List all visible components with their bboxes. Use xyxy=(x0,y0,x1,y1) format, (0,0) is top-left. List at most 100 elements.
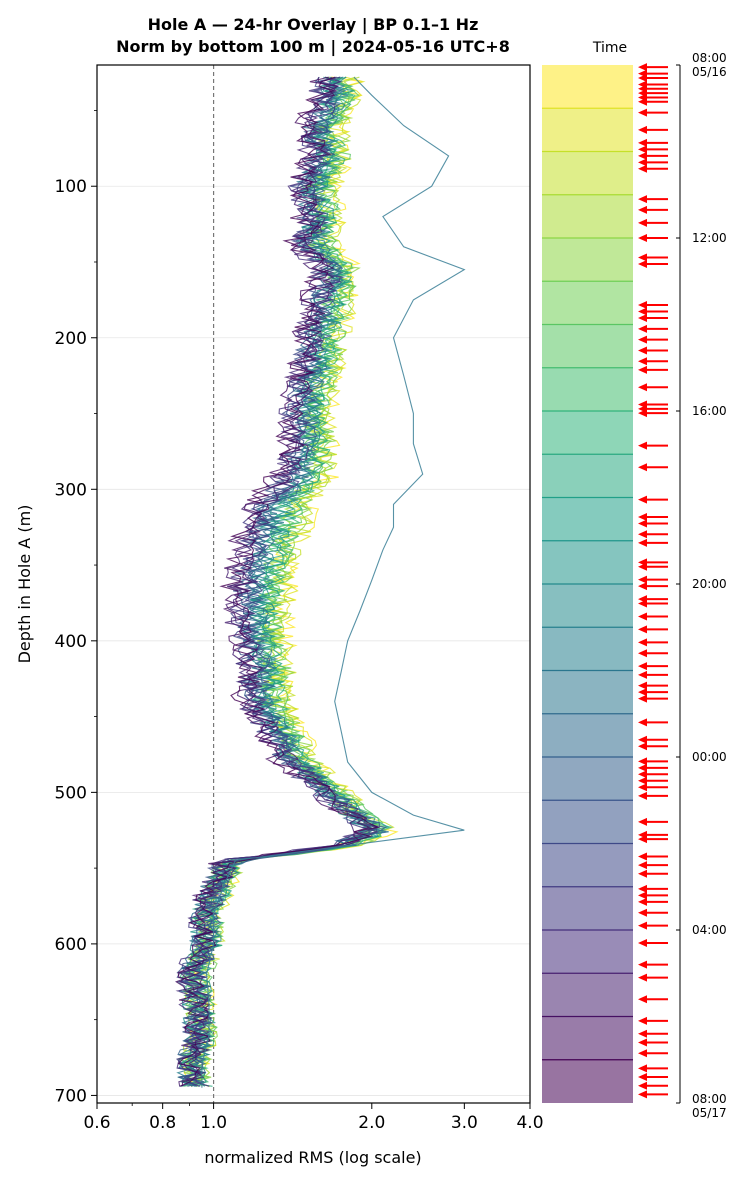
event-arrow-head-78 xyxy=(638,995,647,1004)
event-arrow-head-14 xyxy=(638,164,647,173)
event-arrow-head-54 xyxy=(638,694,647,703)
event-arrow-head-85 xyxy=(638,1081,647,1090)
colorbar-band-21 xyxy=(542,930,633,974)
event-arrow-head-73 xyxy=(638,908,647,917)
event-arrow-head-86 xyxy=(638,1090,647,1099)
colorbar-band-4 xyxy=(542,194,633,238)
x-tick-label-1: 0.8 xyxy=(149,1113,176,1133)
series-lines xyxy=(174,76,466,1088)
event-arrow-head-36 xyxy=(638,512,647,521)
x-tick-label-5: 4.0 xyxy=(516,1113,543,1133)
colorbar-band-11 xyxy=(542,497,633,541)
x-tick-label-4: 3.0 xyxy=(451,1113,478,1133)
colorbar-band-16 xyxy=(542,713,633,757)
event-arrow-head-11 xyxy=(638,145,647,154)
x-axis-label: normalized RMS (log scale) xyxy=(204,1148,421,1167)
event-arrow-head-25 xyxy=(638,335,647,344)
y-tick-label-3: 400 xyxy=(55,632,87,652)
event-arrow-head-37 xyxy=(638,519,647,528)
event-arrow-head-61 xyxy=(638,776,647,785)
series-line-11 xyxy=(176,76,390,1087)
colorbar-tick-label-line: 12:00 xyxy=(692,231,727,245)
event-arrow-head-13 xyxy=(638,158,647,167)
colorbar-tick-label-line: 08:00 xyxy=(692,1092,727,1106)
event-arrow-head-81 xyxy=(638,1038,647,1047)
event-arrow-head-70 xyxy=(638,884,647,893)
event-arrow-head-52 xyxy=(638,681,647,690)
colorbar-band-15 xyxy=(542,670,633,714)
event-arrow-head-59 xyxy=(638,763,647,772)
event-arrow-head-80 xyxy=(638,1029,647,1038)
y-axis-ticks: 100 200 300 400 500 600 700 xyxy=(55,110,97,1106)
series-line-22 xyxy=(178,77,364,1087)
event-arrow-head-69 xyxy=(638,869,647,878)
event-arrow-head-46 xyxy=(638,612,647,621)
event-arrow-head-76 xyxy=(638,960,647,969)
event-arrow-head-58 xyxy=(638,757,647,766)
event-arrow-head-55 xyxy=(638,718,647,727)
colorbar-band-13 xyxy=(542,584,633,628)
event-arrow-head-63 xyxy=(638,791,647,800)
colorbar-band-14 xyxy=(542,627,633,671)
colorbar-tick-label-line: 05/17 xyxy=(692,1106,727,1120)
event-arrow-head-47 xyxy=(638,625,647,634)
colorbar-tick-label-5: 04:00 xyxy=(692,923,727,937)
event-arrow-head-75 xyxy=(638,938,647,947)
colorbar-tick-label-line: 08:00 xyxy=(692,51,727,65)
event-arrow-head-60 xyxy=(638,770,647,779)
event-arrow-head-68 xyxy=(638,861,647,870)
x-tick-label-2: 1.0 xyxy=(200,1113,227,1133)
event-arrow-head-64 xyxy=(638,817,647,826)
event-arrow-head-16 xyxy=(638,205,647,214)
colorbar-band-24 xyxy=(542,1059,633,1103)
event-arrow-head-57 xyxy=(638,742,647,751)
event-arrow-head-9 xyxy=(638,125,647,134)
event-arrow-head-35 xyxy=(638,495,647,504)
colorbar-tick-label-3: 20:00 xyxy=(692,577,727,591)
colorbar-tick-label-6: 08:00 05/17 xyxy=(692,1092,727,1120)
event-arrow-head-10 xyxy=(638,138,647,147)
event-arrow-head-42 xyxy=(638,575,647,584)
colorbar-band-9 xyxy=(542,411,633,455)
event-arrow-head-28 xyxy=(638,365,647,374)
series-line-24 xyxy=(177,76,380,1087)
plot-frame xyxy=(96,64,531,1104)
event-arrow-head-45 xyxy=(638,599,647,608)
y-tick-label-1: 200 xyxy=(55,329,87,349)
chart-title-line-2: Norm by bottom 100 m | 2024-05-16 UTC+8 xyxy=(116,37,510,57)
colorbar-band-1 xyxy=(542,65,633,109)
series-line-14 xyxy=(176,76,379,1087)
colorbar-tick-label-line: 04:00 xyxy=(692,923,727,937)
event-arrow-head-15 xyxy=(638,195,647,204)
event-arrows xyxy=(638,63,668,1099)
event-arrow-head-84 xyxy=(638,1073,647,1082)
y-tick-label-4: 500 xyxy=(55,783,87,803)
event-arrow-head-17 xyxy=(638,218,647,227)
colorbar-band-12 xyxy=(542,540,633,584)
event-arrow-head-12 xyxy=(638,151,647,160)
colorbar-ticks: 08:00 05/1612:0016:0020:0000:0004:0008:00… xyxy=(676,51,727,1120)
event-arrow-head-56 xyxy=(638,735,647,744)
colorbar-tick-label-line: 05/16 xyxy=(692,65,727,79)
event-arrow-head-39 xyxy=(638,538,647,547)
event-arrow-head-29 xyxy=(638,383,647,392)
event-arrow-head-24 xyxy=(638,324,647,333)
colorbar-band-5 xyxy=(542,238,633,282)
event-arrow-head-79 xyxy=(638,1016,647,1025)
event-arrow-head-62 xyxy=(638,783,647,792)
y-tick-label-6: 700 xyxy=(55,1086,87,1106)
colorbar-title: Time xyxy=(592,40,627,56)
event-arrow-head-8 xyxy=(638,108,647,117)
event-arrow-head-2 xyxy=(638,73,647,82)
colorbar-band-22 xyxy=(542,973,633,1017)
event-arrow-head-20 xyxy=(638,259,647,268)
colorbar-tick-label-1: 12:00 xyxy=(692,231,727,245)
colorbar-band-7 xyxy=(542,324,633,368)
event-arrow-head-23 xyxy=(638,314,647,323)
colorbar-band-17 xyxy=(542,757,633,801)
colorbar-tick-label-line: 20:00 xyxy=(692,577,727,591)
x-tick-label-3: 2.0 xyxy=(358,1113,385,1133)
colorbar-tick-label-0: 08:00 05/16 xyxy=(692,51,727,79)
series-line-23 xyxy=(174,76,372,1087)
